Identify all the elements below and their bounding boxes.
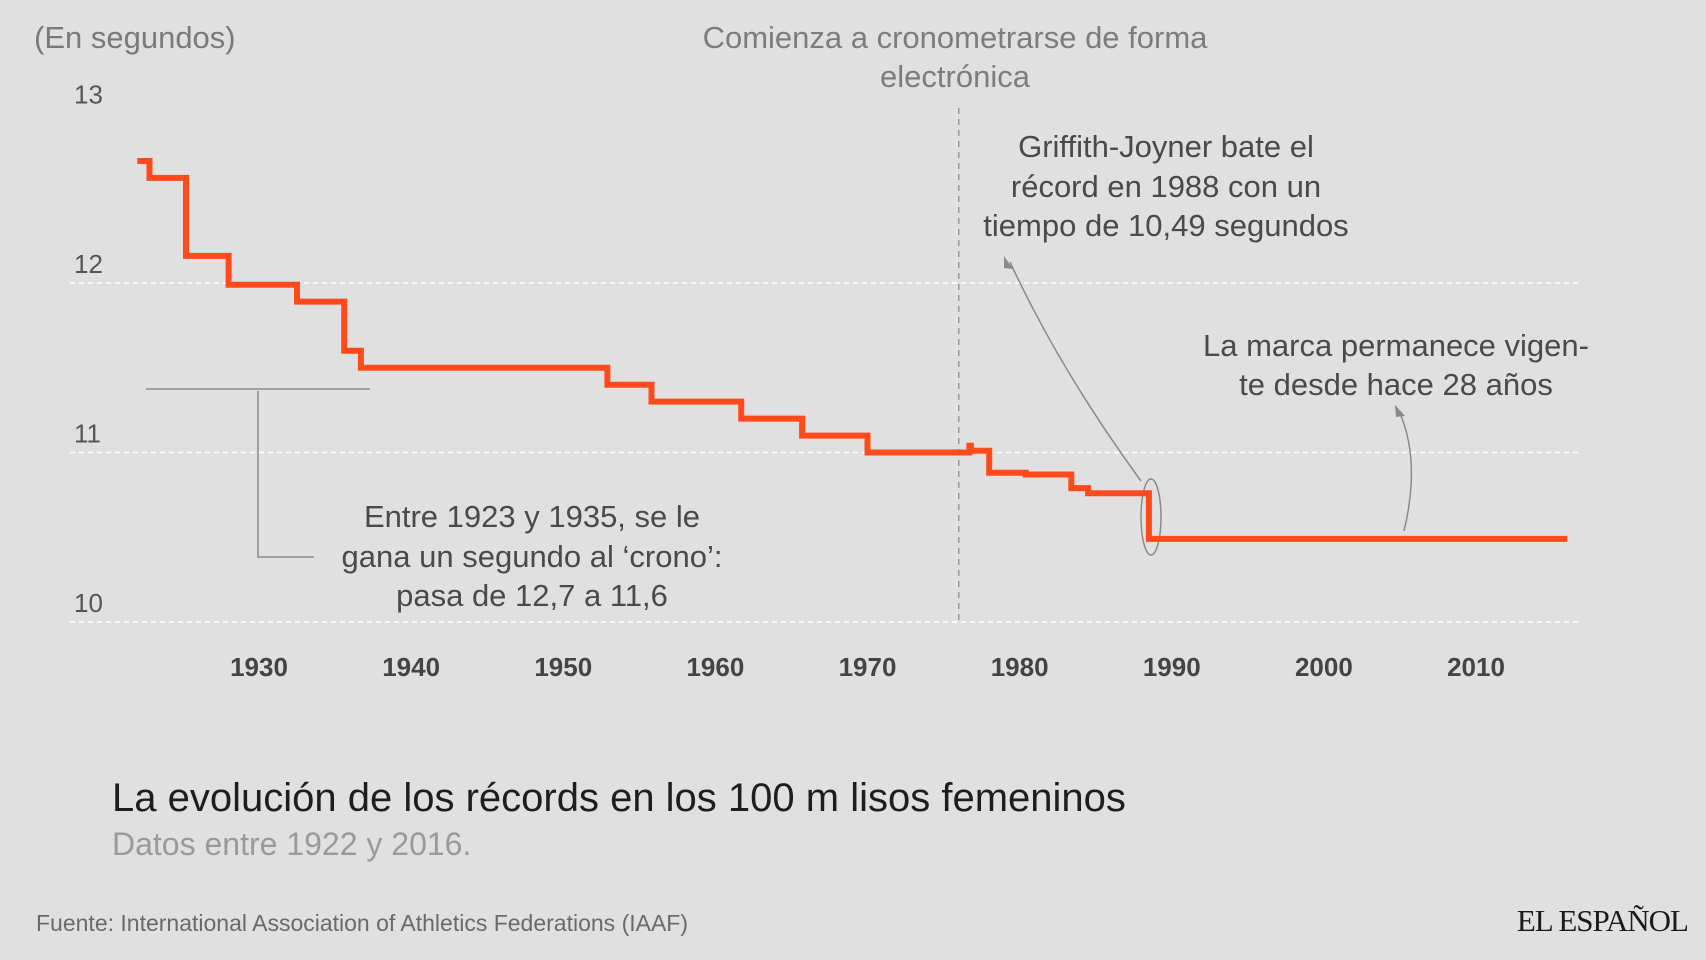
x-tick-label-1930: 1930 [230, 652, 288, 682]
y-tick-label-13: 13 [74, 80, 103, 110]
griffith-joyner-annotation-line-2: récord en 1988 con un [1011, 169, 1321, 204]
current-record-arrowhead [1395, 405, 1405, 417]
griffith-joyner-annotation-line-1: Griffith-Joyner bate el [1018, 129, 1314, 164]
x-tick-label-2000: 2000 [1295, 652, 1353, 682]
record-progression-line [137, 158, 1568, 542]
griffith-joyner-callout [1004, 256, 1162, 556]
decade-drop-annotation-line-2: gana un segundo al ‘crono’: [342, 539, 723, 574]
record-highlight-ellipse [1140, 478, 1162, 556]
brand-logo: EL ESPAÑOL [1516, 903, 1689, 938]
x-tick-label-1940: 1940 [382, 652, 440, 682]
x-tick-label-1970: 1970 [839, 652, 897, 682]
chart-title: La evolución de los récords en los 100 m… [112, 776, 1126, 820]
x-axis-ticks: 1930 1940 1950 1960 1970 1980 1990 2000 2010 [230, 652, 1505, 682]
title-block: La evolución de los récords en los 100 m… [112, 774, 1126, 864]
y-axis-ticks: 10 11 12 13 [74, 80, 103, 619]
electronic-timing-annotation-line-1: Comienza a cronometrarse de forma [703, 20, 1209, 55]
y-tick-label-12: 12 [74, 249, 103, 279]
y-tick-label-10: 10 [74, 588, 103, 618]
x-tick-label-1960: 1960 [686, 652, 744, 682]
current-record-annotation-line-2: te desde hace 28 años [1239, 367, 1553, 402]
x-tick-label-2010: 2010 [1447, 652, 1505, 682]
current-record-annotation-line-1: La marca permanece vigen- [1203, 328, 1589, 363]
chart-subtitle: Datos entre 1922 y 2016. [112, 826, 472, 862]
current-record-callout [1395, 405, 1413, 532]
electronic-timing-annotation-line-2: electrónica [880, 59, 1031, 94]
x-tick-label-1980: 1980 [991, 652, 1049, 682]
x-tick-label-1950: 1950 [534, 652, 592, 682]
decade-drop-annotation-line-1: Entre 1923 y 1935, se le [364, 499, 700, 534]
source-note: Fuente: International Association of Ath… [36, 910, 689, 936]
griffith-joyner-arrow [1009, 261, 1142, 482]
current-record-arrow [1398, 410, 1413, 532]
bracket-leader [257, 391, 314, 558]
griffith-joyner-annotation-line-3: tiempo de 10,49 segundos [983, 208, 1348, 243]
x-tick-label-1990: 1990 [1143, 652, 1201, 682]
y-tick-label-11: 11 [74, 419, 101, 449]
bracket-annotation-1923-1935 [146, 388, 370, 558]
y-axis-unit-label: (En segundos) [34, 20, 236, 55]
decade-drop-annotation-line-3: pasa de 12,7 a 11,6 [396, 578, 668, 613]
griffith-joyner-arrowhead [1004, 256, 1013, 269]
